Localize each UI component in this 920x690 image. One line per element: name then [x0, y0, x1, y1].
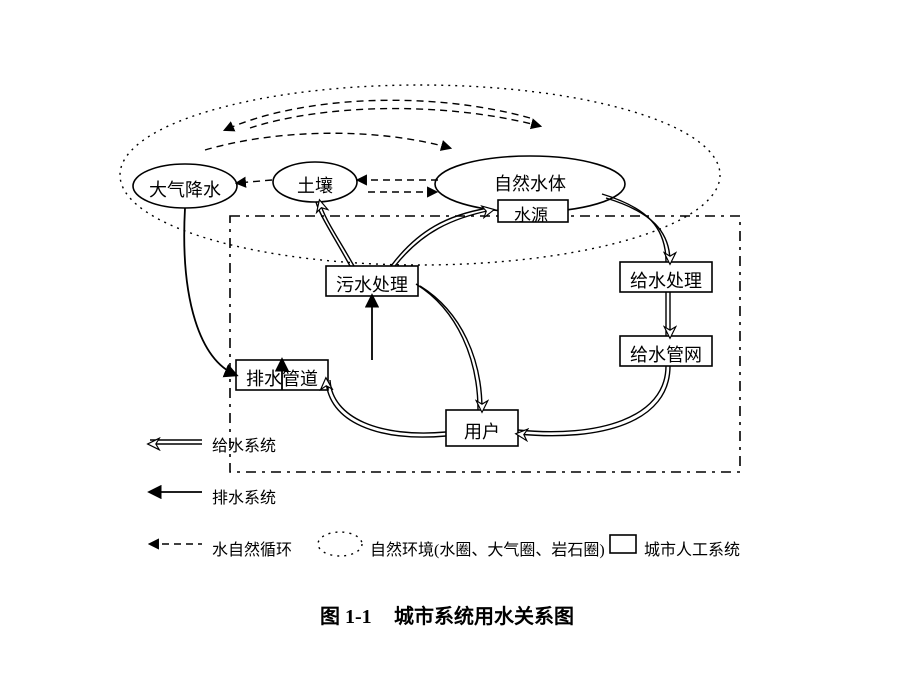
- diagram-svg: [0, 0, 920, 690]
- label-nat: 自然水体: [494, 170, 566, 196]
- legend-drain: 排水系统: [212, 484, 276, 508]
- label-atm: 大气降水: [149, 176, 221, 202]
- diagram-canvas: 大气降水 土壤 自然水体 水源 污水处理 给水处理 给水管网 排水管道 用户 给…: [0, 0, 920, 690]
- label-src: 水源: [514, 201, 548, 226]
- legend-env: 自然环境(水圈、大气圈、岩石圈): [370, 536, 605, 560]
- label-user: 用户: [464, 418, 500, 444]
- legend-natural: 水自然循环: [212, 536, 292, 560]
- label-drain: 排水管道: [246, 365, 318, 391]
- legend-supply: 给水系统: [212, 432, 276, 456]
- label-net: 给水管网: [630, 341, 702, 367]
- label-wwt: 污水处理: [336, 271, 408, 297]
- edges-double: [316, 194, 670, 437]
- legend-city: 城市人工系统: [644, 536, 740, 560]
- label-soil: 土壤: [297, 172, 333, 198]
- figure-caption: 城市系统用水关系图: [394, 600, 574, 629]
- label-wtp: 给水处理: [630, 267, 702, 293]
- figure-caption-prefix: 图 1-1: [320, 600, 372, 629]
